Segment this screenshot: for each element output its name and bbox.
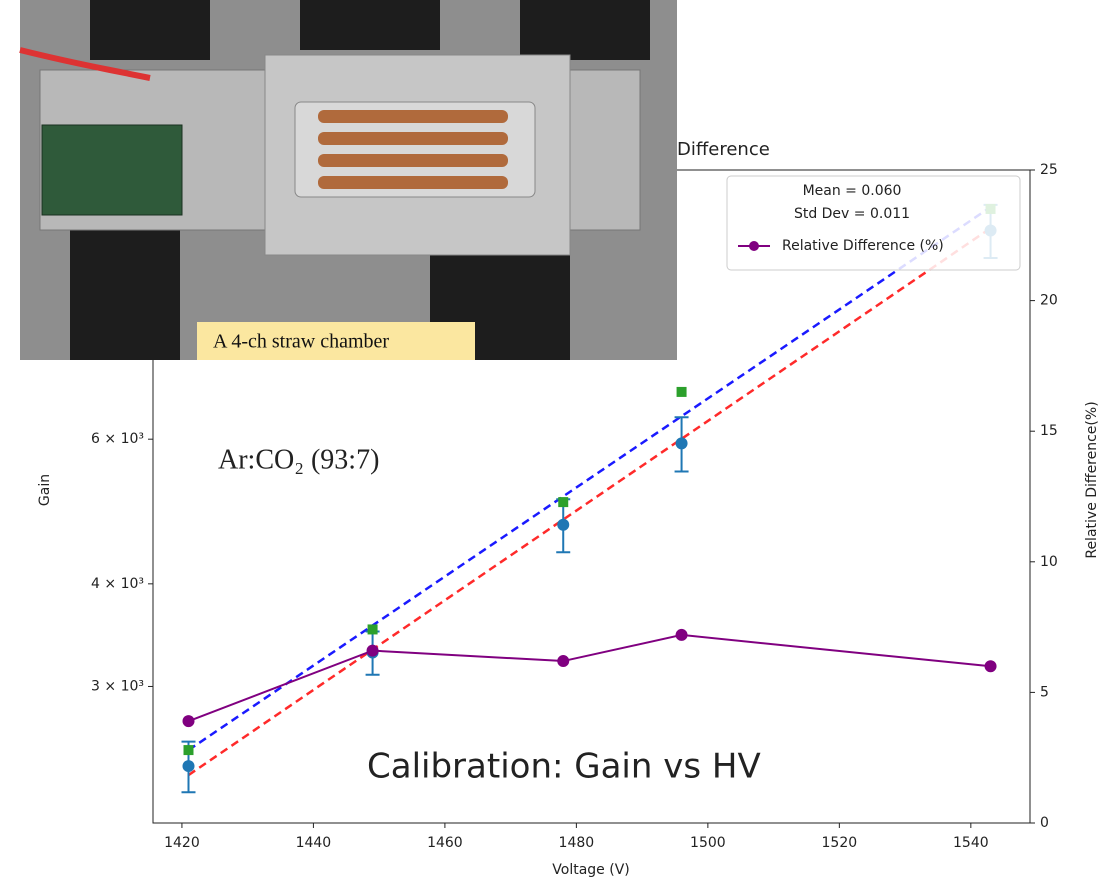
x-tick-label: 1440: [296, 835, 332, 851]
y2-tick-label: 10: [1040, 554, 1058, 570]
y-axis-label: Gain: [37, 474, 53, 506]
x-tick-label: 1480: [559, 835, 595, 851]
marker: [676, 386, 687, 397]
legend-label: Relative Difference (%): [782, 238, 944, 254]
x-tick-label: 1500: [690, 835, 726, 851]
legend-text: Std Dev = 0.011: [794, 206, 910, 222]
x-tick-label: 1520: [822, 835, 858, 851]
straw: [318, 110, 508, 123]
caption: A 4-ch straw chamber: [213, 331, 389, 353]
marker: [675, 437, 688, 450]
y2-tick-label: 15: [1040, 423, 1058, 439]
legend-box: [726, 175, 1021, 271]
y-tick-label: 6 × 10³: [91, 431, 144, 447]
fit-line: [187, 206, 992, 752]
legend: Mean = 0.060 Std Dev = 0.011 Relative Di…: [726, 175, 1021, 271]
y2-tick-label: 5: [1040, 684, 1049, 700]
marker: [183, 745, 194, 756]
foam-pad: [90, 0, 210, 60]
y2-tick-label: 25: [1040, 162, 1058, 178]
marker: [984, 660, 997, 673]
cable: [19, 47, 151, 81]
y2-tick-label: 0: [1040, 815, 1049, 831]
x-tick-label: 1540: [953, 835, 989, 851]
marker: [557, 518, 570, 531]
legend-text: Mean = 0.060: [803, 183, 902, 199]
caption-box: [197, 322, 475, 360]
series-line: [188, 633, 991, 723]
pcb: [41, 124, 183, 216]
annotation: Calibration: Gain vs HV: [367, 747, 761, 787]
straw: [318, 132, 508, 145]
x-tick-label: 1460: [427, 835, 463, 851]
x-axis-label: Voltage (V): [552, 862, 629, 878]
straw-window: [294, 101, 536, 198]
y2-tick-label: 20: [1040, 293, 1058, 309]
legend-marker: [749, 241, 759, 251]
annotation: Ar:CO₂ (93:7): [218, 444, 379, 475]
marker: [558, 497, 569, 508]
marker: [367, 624, 378, 635]
foam-pad: [70, 230, 180, 360]
straw: [318, 176, 508, 189]
foam-pad: [520, 0, 650, 60]
y2-axis-label: Relative Difference(%): [1084, 401, 1100, 558]
marker: [675, 628, 688, 641]
straw: [318, 154, 508, 167]
foam-pad: [300, 0, 440, 50]
fit-line: [187, 227, 992, 777]
chart-title: Difference: [677, 139, 770, 160]
x-tick-label: 1420: [164, 835, 200, 851]
marker: [366, 644, 379, 657]
marker: [557, 655, 570, 668]
photo: A 4-ch straw chamber: [19, 0, 677, 360]
marker: [182, 715, 195, 728]
y-tick-label: 4 × 10³: [91, 576, 144, 592]
y-tick-label: 3 × 10³: [91, 678, 144, 694]
marker: [182, 760, 195, 773]
